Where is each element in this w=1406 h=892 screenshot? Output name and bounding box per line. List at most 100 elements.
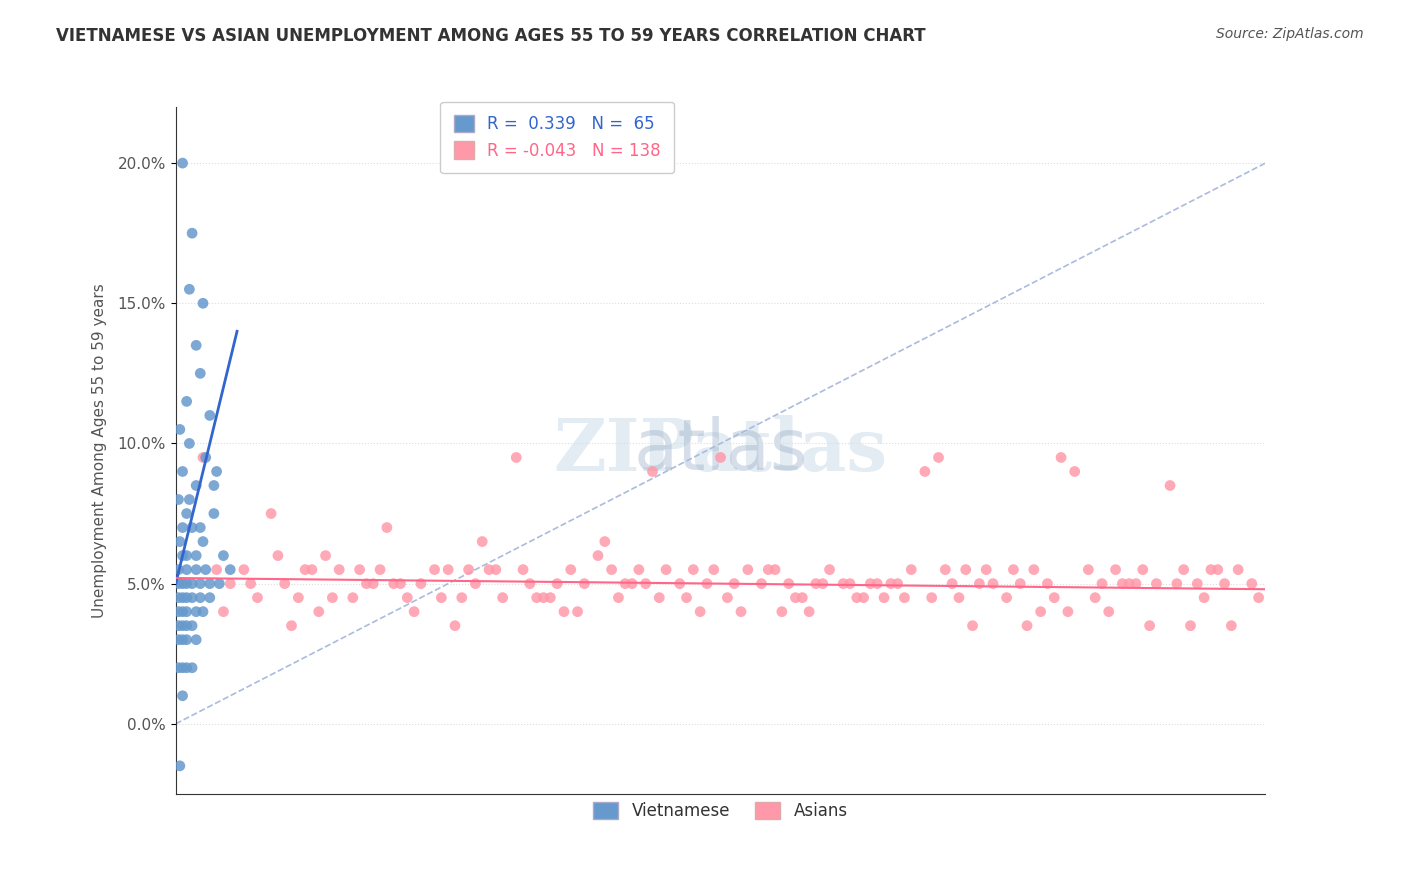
Point xyxy=(176,618,198,632)
Point xyxy=(280,618,302,632)
Point xyxy=(172,549,194,563)
Point xyxy=(181,520,204,534)
Point xyxy=(1015,618,1038,632)
Point xyxy=(792,591,814,605)
Point xyxy=(737,563,759,577)
Point xyxy=(655,563,678,577)
Point xyxy=(179,282,201,296)
Point xyxy=(962,618,984,632)
Point xyxy=(321,591,343,605)
Point xyxy=(176,549,198,563)
Point xyxy=(934,563,956,577)
Point xyxy=(167,563,190,577)
Point xyxy=(287,591,309,605)
Point xyxy=(181,591,204,605)
Point xyxy=(169,759,191,773)
Point xyxy=(593,534,616,549)
Point xyxy=(1192,591,1215,605)
Point xyxy=(1098,605,1121,619)
Point xyxy=(172,661,194,675)
Point xyxy=(212,605,235,619)
Point xyxy=(191,534,214,549)
Point xyxy=(186,632,208,647)
Point xyxy=(169,422,191,436)
Point xyxy=(396,591,419,605)
Point xyxy=(186,605,208,619)
Point xyxy=(188,591,211,605)
Point xyxy=(186,478,208,492)
Point xyxy=(464,576,486,591)
Point xyxy=(538,591,561,605)
Point xyxy=(198,409,221,423)
Point xyxy=(1104,563,1126,577)
Point xyxy=(457,563,479,577)
Point xyxy=(172,618,194,632)
Point xyxy=(763,563,786,577)
Point xyxy=(751,576,773,591)
Point xyxy=(1077,563,1099,577)
Point xyxy=(804,576,827,591)
Point xyxy=(1029,605,1052,619)
Point xyxy=(893,591,915,605)
Point xyxy=(1125,576,1147,591)
Point xyxy=(553,605,575,619)
Point xyxy=(974,563,997,577)
Point xyxy=(167,605,190,619)
Point xyxy=(172,605,194,619)
Point xyxy=(730,605,752,619)
Point xyxy=(181,661,204,675)
Point xyxy=(179,436,201,450)
Point xyxy=(167,591,190,605)
Point xyxy=(172,520,194,534)
Point xyxy=(167,618,190,632)
Point xyxy=(512,563,534,577)
Point xyxy=(328,563,350,577)
Point xyxy=(1173,563,1195,577)
Point xyxy=(294,563,316,577)
Point xyxy=(194,563,217,577)
Point xyxy=(886,576,908,591)
Point xyxy=(778,576,800,591)
Point xyxy=(186,338,208,352)
Point xyxy=(880,576,903,591)
Point xyxy=(167,576,190,591)
Point xyxy=(1187,576,1209,591)
Point xyxy=(1139,618,1161,632)
Point xyxy=(770,605,793,619)
Point xyxy=(471,534,494,549)
Point xyxy=(342,591,364,605)
Point xyxy=(176,394,198,409)
Point xyxy=(176,605,198,619)
Point xyxy=(811,576,834,591)
Point xyxy=(191,296,214,310)
Point xyxy=(505,450,527,465)
Point xyxy=(1118,576,1140,591)
Point xyxy=(186,563,208,577)
Point xyxy=(866,576,889,591)
Point xyxy=(969,576,991,591)
Point xyxy=(859,576,882,591)
Point xyxy=(1063,465,1085,479)
Point xyxy=(981,576,1004,591)
Text: ZIPatlas: ZIPatlas xyxy=(554,415,887,486)
Point xyxy=(349,563,371,577)
Point xyxy=(186,549,208,563)
Point xyxy=(995,591,1018,605)
Point xyxy=(232,563,254,577)
Point xyxy=(627,563,650,577)
Point xyxy=(560,563,582,577)
Point xyxy=(437,563,460,577)
Point xyxy=(315,549,337,563)
Point xyxy=(1057,605,1080,619)
Point xyxy=(941,576,963,591)
Point xyxy=(1146,576,1168,591)
Point xyxy=(756,563,779,577)
Point xyxy=(648,591,671,605)
Point xyxy=(1002,563,1025,577)
Point xyxy=(172,465,194,479)
Point xyxy=(948,591,970,605)
Point xyxy=(682,563,704,577)
Point xyxy=(1111,576,1133,591)
Legend: Vietnamese, Asians: Vietnamese, Asians xyxy=(586,796,855,827)
Point xyxy=(1220,618,1243,632)
